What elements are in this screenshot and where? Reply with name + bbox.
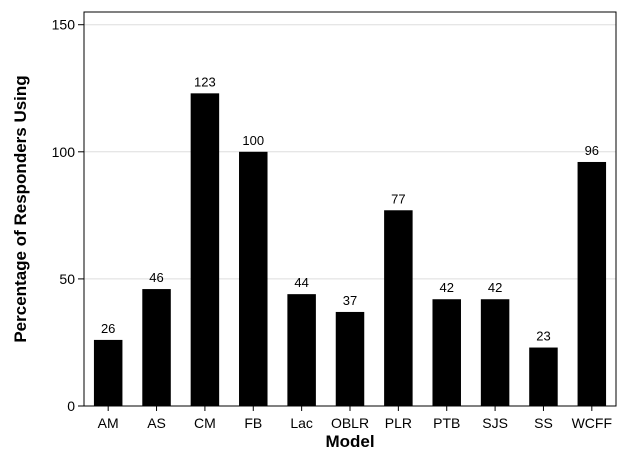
data-labels: 26 46 123 100 44 37 77 42 42 23 96 [101,74,599,343]
data-label: 42 [439,280,453,295]
x-tick-label: SJS [482,415,508,431]
data-label: 26 [101,321,115,336]
bar [529,348,558,406]
data-label: 37 [343,293,357,308]
bar [432,299,461,406]
y-tick-label: 50 [59,271,75,287]
bar [578,162,607,406]
y-tick-label: 100 [52,144,76,160]
x-axis-ticks: AM AS CM FB Lac OBLR PLR PTB SJS SS WCFF [98,406,612,431]
bar [336,312,365,406]
x-tick-label: PLR [385,415,412,431]
x-tick-label: OBLR [331,415,369,431]
bars [94,93,606,406]
gridlines [84,25,616,279]
data-label: 44 [294,275,308,290]
x-tick-label: AM [98,415,119,431]
data-label: 96 [585,143,599,158]
x-tick-label: CM [194,415,216,431]
x-tick-label: AS [147,415,166,431]
x-tick-label: SS [534,415,553,431]
y-tick-label: 0 [67,398,75,414]
data-label: 100 [242,133,264,148]
data-label: 23 [536,329,550,344]
bar [191,93,220,406]
y-axis-ticks: 0 50 100 150 [52,17,84,414]
data-label: 77 [391,191,405,206]
bar [94,340,123,406]
bar [239,152,267,406]
bar [384,210,413,406]
y-tick-label: 150 [52,17,76,33]
y-axis-title: Percentage of Responders Using [11,75,30,342]
bar [287,294,316,406]
x-tick-label: WCFF [572,415,612,431]
bar [481,299,510,406]
x-tick-label: FB [244,415,262,431]
x-tick-label: PTB [433,415,460,431]
x-tick-label: Lac [290,415,313,431]
data-label: 46 [149,270,163,285]
x-axis-title: Model [325,432,374,451]
data-label: 123 [194,74,216,89]
bar [142,289,171,406]
data-label: 42 [488,280,502,295]
